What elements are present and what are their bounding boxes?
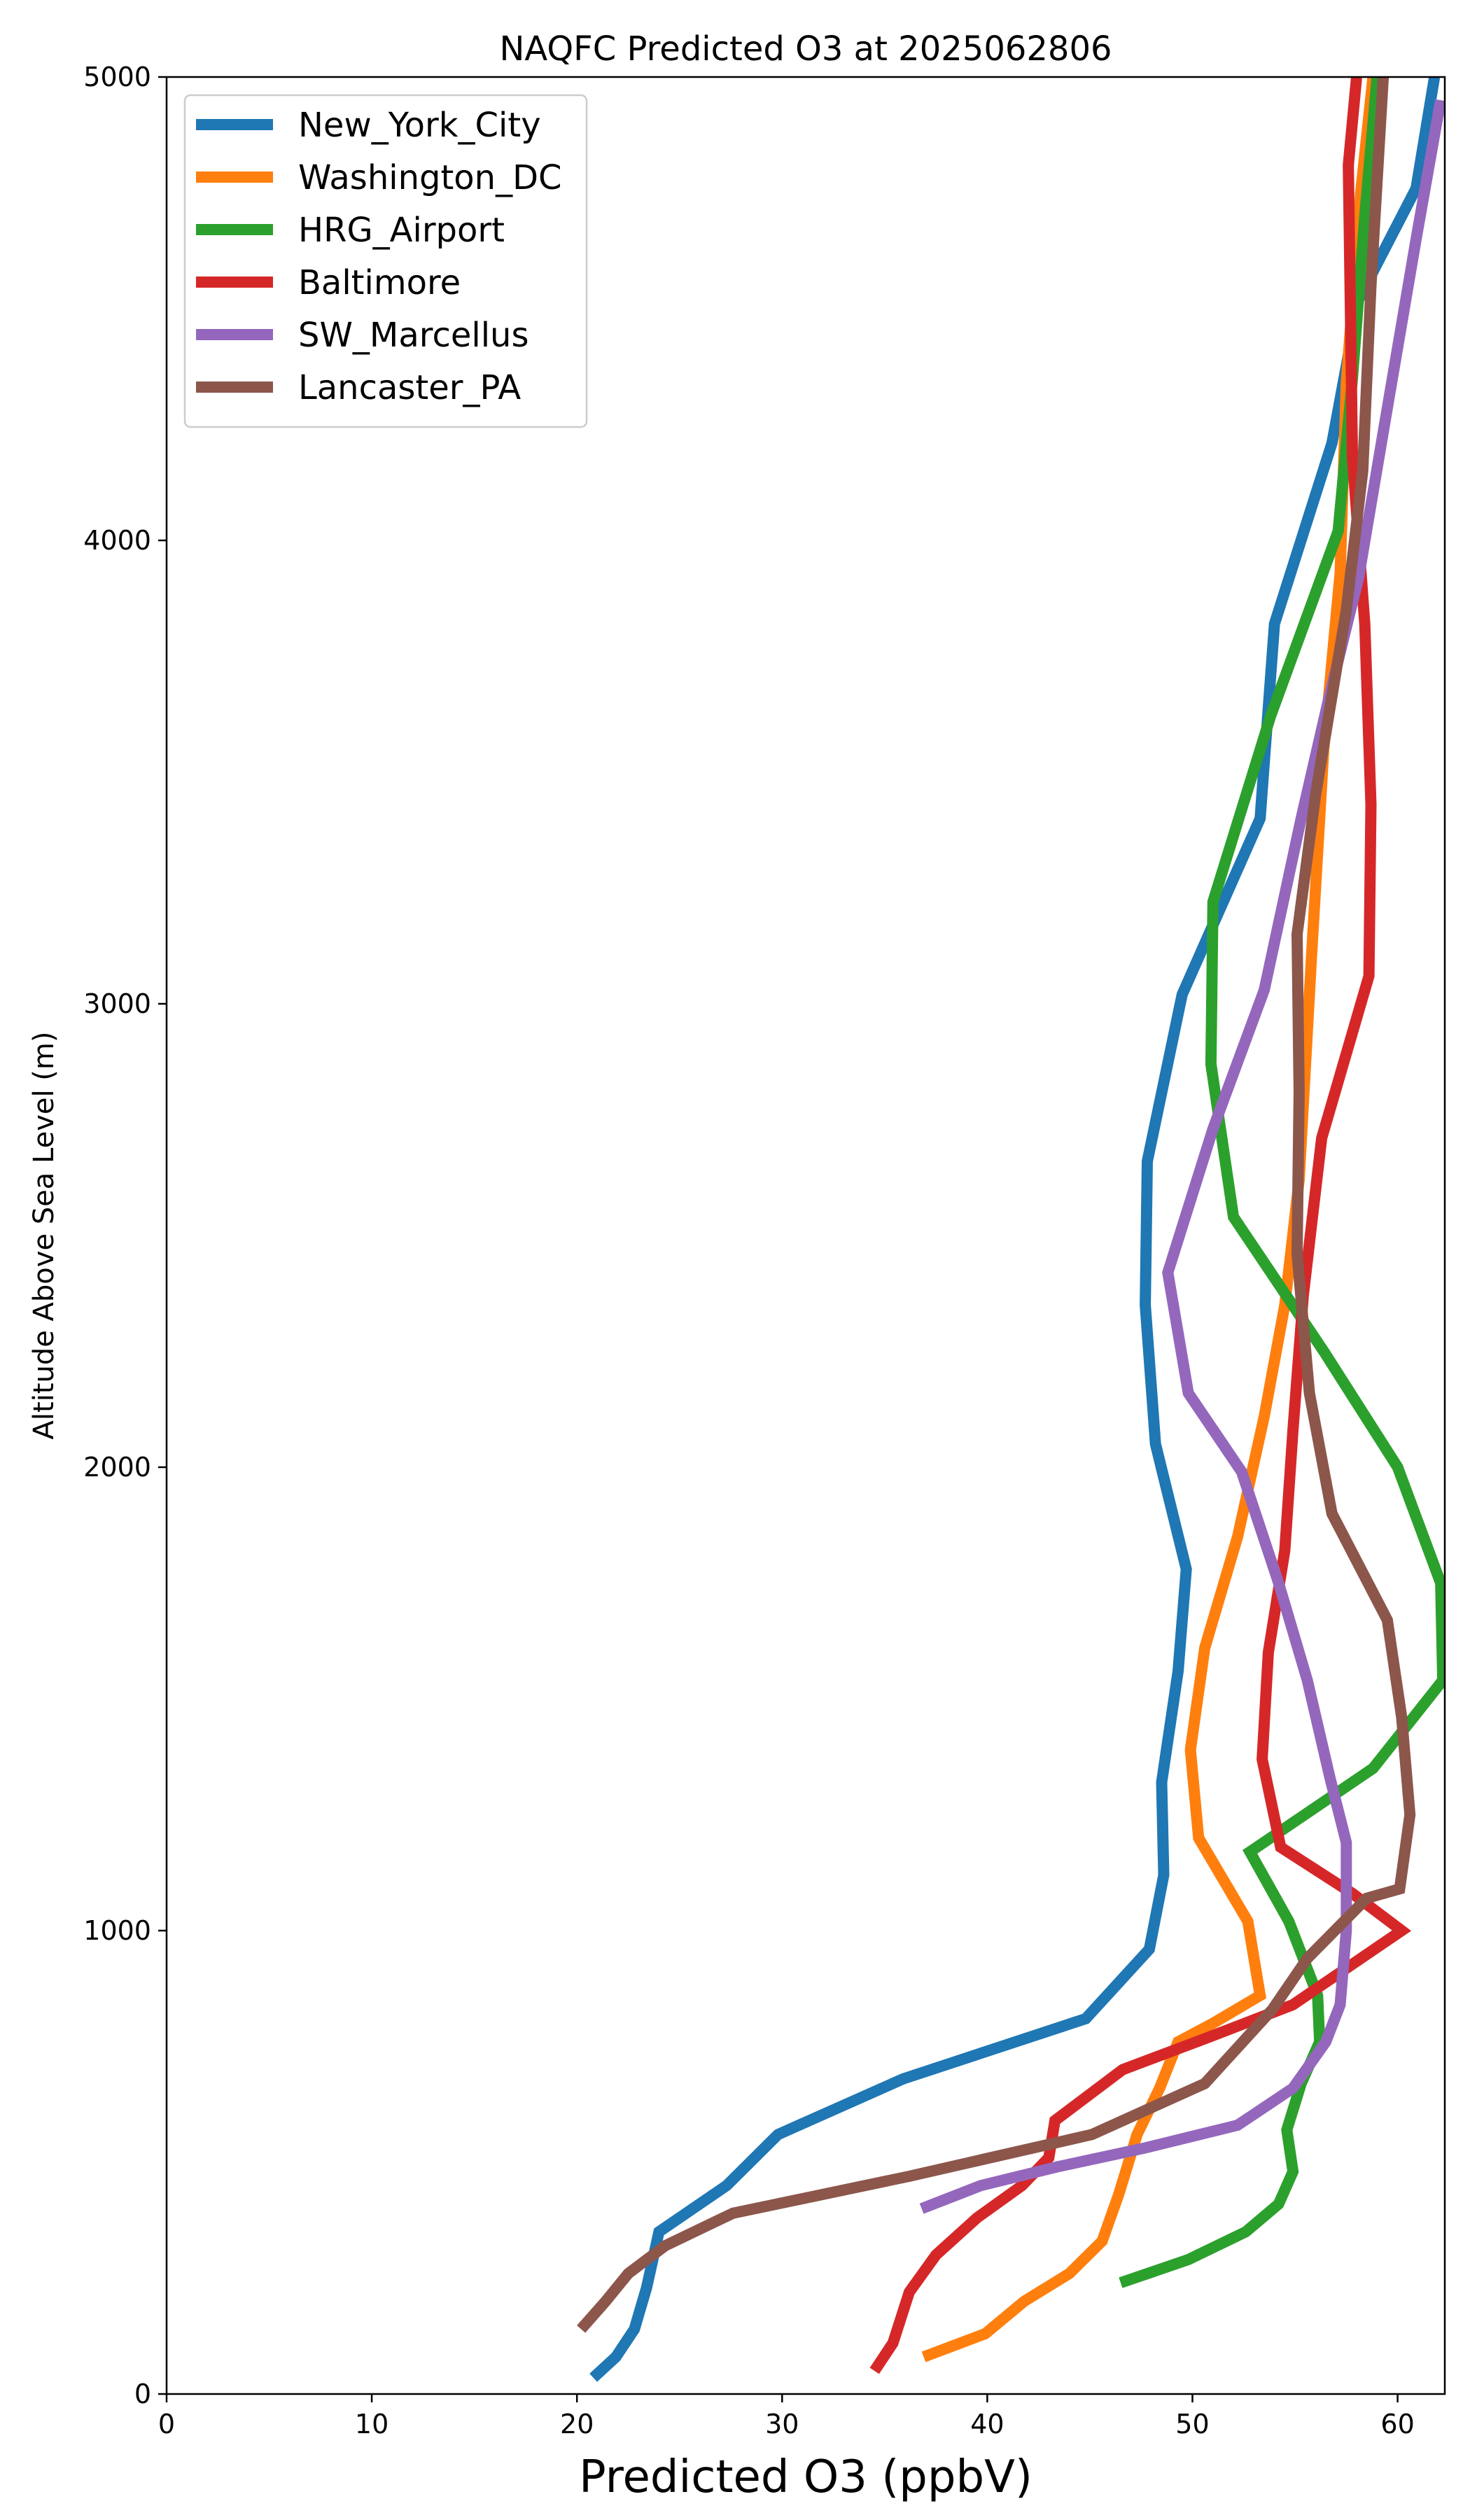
x-tick-label: 30 bbox=[765, 2409, 799, 2440]
x-tick-label: 10 bbox=[355, 2409, 388, 2440]
series-line-baltimore bbox=[869, 77, 1412, 2374]
y-tick-label: 4000 bbox=[83, 525, 151, 556]
x-tick-label: 60 bbox=[1380, 2409, 1414, 2440]
legend-label: New_York_City bbox=[298, 106, 541, 145]
series-line-lancaster-pa bbox=[577, 77, 1416, 2333]
x-axis-title: Predicted O3 (ppbV) bbox=[579, 2451, 1032, 2503]
ticks-layer: 0 10 20 30 40 50 60 0 1000 2000 3000 4000 5000 bbox=[83, 62, 1414, 2440]
legend-label: Baltimore bbox=[298, 263, 461, 302]
x-tick-label: 20 bbox=[560, 2409, 594, 2440]
y-tick-label: 2000 bbox=[83, 1452, 151, 1483]
y-tick-label: 3000 bbox=[83, 988, 151, 1019]
legend: New_York_City Washington_DC HRG_Airport Bal… bbox=[183, 94, 588, 428]
plot-frame bbox=[165, 76, 1446, 2395]
legend-box bbox=[183, 94, 588, 428]
y-tick-label: 5000 bbox=[83, 62, 151, 92]
y-tick-label: 1000 bbox=[83, 1915, 151, 1946]
series-layer bbox=[577, 77, 1445, 2382]
series-line-new-york-city bbox=[589, 77, 1441, 2382]
x-tick-label: 0 bbox=[158, 2409, 175, 2440]
legend-label: HRG_Airport bbox=[298, 211, 505, 250]
x-tick-label: 40 bbox=[970, 2409, 1004, 2440]
x-tick-label: 50 bbox=[1175, 2409, 1209, 2440]
chart-title: NAQFC Predicted O3 at 2025062806 bbox=[499, 29, 1112, 69]
y-tick-label: 0 bbox=[134, 2379, 151, 2409]
legend-label: Lancaster_PA bbox=[298, 368, 521, 407]
legend-label: SW_Marcellus bbox=[298, 316, 528, 355]
y-axis-title: Altitude Above Sea Level (m) bbox=[28, 1032, 60, 1440]
legend-label: Washington_DC bbox=[298, 158, 562, 197]
